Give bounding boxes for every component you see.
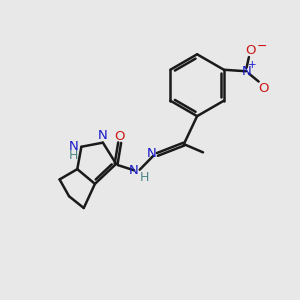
Text: +: + — [248, 60, 257, 70]
Text: O: O — [114, 130, 125, 143]
Text: N: N — [129, 164, 139, 177]
Text: −: − — [257, 40, 268, 53]
Text: H: H — [140, 172, 149, 184]
Text: N: N — [68, 140, 78, 153]
Text: O: O — [245, 44, 255, 56]
Text: N: N — [98, 129, 108, 142]
Text: H: H — [68, 148, 78, 161]
Text: O: O — [258, 82, 268, 94]
Text: N: N — [147, 147, 157, 160]
Text: N: N — [242, 65, 251, 78]
